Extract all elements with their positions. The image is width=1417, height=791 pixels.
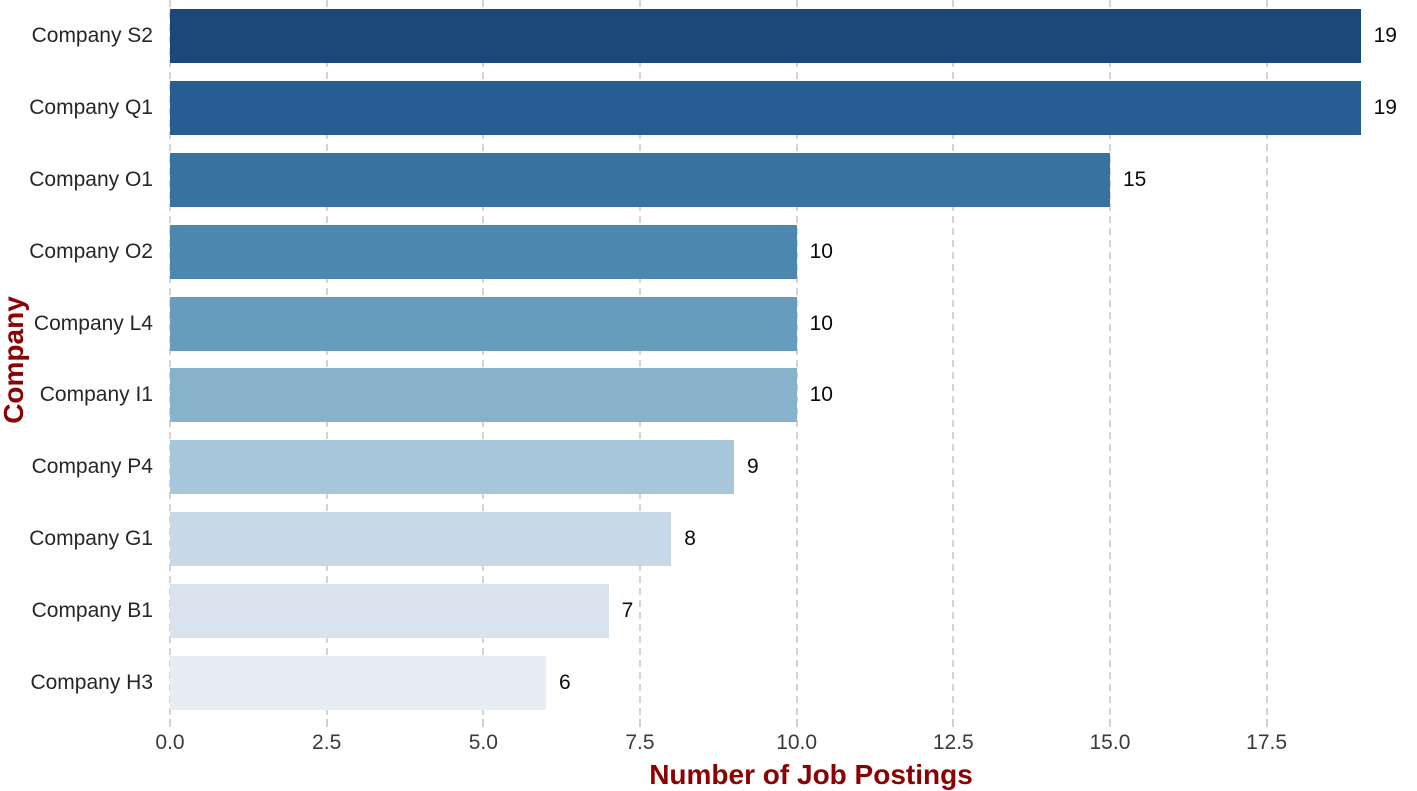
- value-label: 7: [621, 599, 634, 623]
- bar: [170, 224, 797, 279]
- x-tick-label: 0.0: [155, 731, 185, 754]
- bar: [170, 368, 797, 423]
- value-label: 19: [1373, 95, 1397, 119]
- x-tick-label: 15.0: [1089, 731, 1131, 754]
- x-tick-mark: [169, 719, 171, 727]
- bars: 19 19 15 10 10 10 9 8 7 6: [170, 0, 1417, 719]
- gridline: [325, 0, 328, 719]
- bar-row: 19: [170, 72, 1417, 144]
- bar-row: 10: [170, 216, 1417, 288]
- bar-row: 6: [170, 647, 1417, 719]
- plot-area: 19 19 15 10 10 10 9 8 7 6: [169, 0, 1417, 719]
- category-label: Company O2: [29, 239, 153, 263]
- gridlines: [169, 0, 1417, 719]
- category-label: Company P4: [31, 455, 153, 479]
- x-tick-mark: [1108, 719, 1111, 727]
- bar: [170, 440, 734, 495]
- category-label: Company Q1: [29, 95, 153, 119]
- category-label: Company S2: [31, 23, 153, 47]
- value-label: 15: [1122, 167, 1147, 191]
- bar: [170, 656, 546, 711]
- gridline: [638, 0, 641, 719]
- value-label: 10: [809, 383, 833, 407]
- bar-row: 19: [170, 0, 1417, 72]
- gridline: [1108, 0, 1111, 719]
- x-tick-label: 12.5: [932, 731, 974, 754]
- y-axis-title: Company: [0, 296, 29, 424]
- x-tick-label: 17.5: [1246, 731, 1288, 754]
- bar-row: 9: [170, 431, 1417, 503]
- value-label: 10: [809, 311, 833, 335]
- value-label: 19: [1373, 23, 1397, 47]
- x-tick-label: 5.0: [468, 731, 498, 754]
- gridline: [1265, 0, 1268, 719]
- x-tick-label: 2.5: [312, 731, 342, 754]
- bar: [170, 296, 797, 351]
- category-label: Company G1: [29, 527, 153, 551]
- bar: [170, 8, 1361, 63]
- value-label: 8: [684, 527, 696, 551]
- x-axis: 0.0 2.5 5.0 7.5 10.0 12.5 15.0 17.5: [155, 0, 1417, 791]
- gridline: [795, 0, 798, 719]
- category-label: Company L4: [33, 311, 153, 335]
- bar: [170, 152, 1110, 207]
- bar: [170, 512, 672, 567]
- category-label: Company O1: [29, 167, 153, 191]
- gridline: [482, 0, 485, 719]
- x-tick-mark: [1265, 719, 1268, 727]
- x-tick-mark: [952, 719, 955, 727]
- gridline: [169, 0, 171, 719]
- bar-row: 7: [170, 575, 1417, 647]
- bar-row: 8: [170, 503, 1417, 575]
- bar-row: 15: [170, 144, 1417, 216]
- bar: [170, 80, 1361, 135]
- category-label: Company H3: [30, 671, 153, 695]
- bar-row: 10: [170, 288, 1417, 360]
- bar: [170, 584, 609, 639]
- value-label: 10: [809, 239, 833, 263]
- bar-row: 10: [170, 360, 1417, 432]
- value-label: 9: [746, 455, 759, 479]
- x-axis-title: Number of Job Postings: [649, 759, 973, 790]
- category-axis: Company S2 Company Q1 Company O1 Company O2…: [0, 0, 153, 719]
- x-tick-mark: [795, 719, 798, 727]
- category-label: Company I1: [39, 383, 153, 407]
- gridline: [952, 0, 955, 719]
- category-label: Company B1: [31, 599, 153, 623]
- value-label: 6: [558, 671, 571, 695]
- x-tick-label: 10.0: [776, 731, 818, 754]
- x-tick-mark: [325, 719, 328, 727]
- x-tick-label: 7.5: [625, 731, 655, 754]
- x-tick-mark: [482, 719, 485, 727]
- x-tick-mark: [638, 719, 641, 727]
